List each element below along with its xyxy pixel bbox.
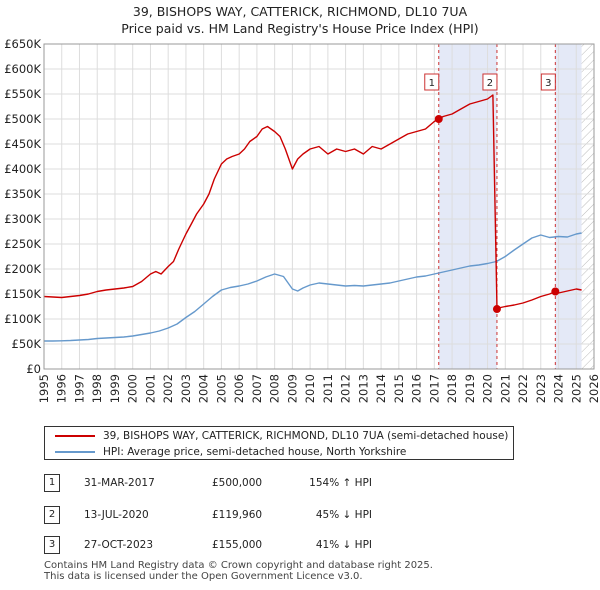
sale-date: 31-MAR-2017 <box>84 477 155 489</box>
y-tick-label: £450K <box>4 137 41 151</box>
sale-date: 27-OCT-2023 <box>84 539 153 551</box>
y-tick-label: £150K <box>4 287 41 301</box>
x-tick-label: 2005 <box>214 374 228 403</box>
sale-number-label: 3 <box>545 78 551 89</box>
series-line <box>44 232 582 342</box>
plot-background <box>44 44 594 369</box>
y-tick-label: £500K <box>4 112 41 126</box>
x-tick-label: 2022 <box>516 374 530 403</box>
x-tick-label: 2006 <box>232 374 246 403</box>
footer-licence: This data is licensed under the Open Gov… <box>44 571 363 582</box>
y-tick-label: £400K <box>4 162 41 176</box>
x-tick-label: 2008 <box>268 374 282 403</box>
x-tick-label: 2003 <box>179 374 193 403</box>
x-tick-label: 1997 <box>72 374 86 403</box>
price-chart: 1 2 3 £0 £50K £100K £150K £200K £250K £300K £350K… <box>4 37 600 403</box>
x-tick-label: 2020 <box>481 374 495 403</box>
x-tick-label: 2001 <box>143 374 157 403</box>
x-tick-label: 2016 <box>410 374 424 403</box>
x-tick-label: 2025 <box>569 374 583 403</box>
sale-number-badge: 3 <box>44 536 60 554</box>
footer: Contains HM Land Registry data © Crown c… <box>44 560 433 582</box>
sale-point <box>551 287 560 296</box>
y-tick-label: £50K <box>12 337 42 351</box>
sale-number-badge: 1 <box>44 474 60 492</box>
x-tick-label: 2011 <box>321 374 335 403</box>
x-tick-label: 2019 <box>463 374 477 403</box>
plot-frame <box>43 43 595 370</box>
sale-hpi-change: 154% ↑ HPI <box>309 477 372 489</box>
shaded-ownership-span <box>438 44 497 369</box>
legend-hpi-label: HPI: Average price, semi-detached house,… <box>103 446 407 458</box>
sale-date: 13-JUL-2020 <box>84 509 149 521</box>
sale-price: £119,960 <box>212 509 263 521</box>
sale-number-box <box>540 73 556 91</box>
legend: 39, BISHOPS WAY, CATTERICK, RICHMOND, DL… <box>44 426 514 460</box>
y-tick-label: £550K <box>4 87 41 101</box>
sale-price: £500,000 <box>212 477 263 489</box>
x-tick-label: 2004 <box>197 374 211 403</box>
x-tick-label: 2024 <box>552 374 566 403</box>
x-tick-label: 2021 <box>498 374 512 403</box>
y-tick-label: £350K <box>4 187 41 201</box>
x-tick-label: 1995 <box>37 374 51 403</box>
footer-copyright: Contains HM Land Registry data © Crown c… <box>44 560 433 571</box>
x-tick-label: 2018 <box>445 374 459 403</box>
sale-hpi-change: 41% ↓ HPI <box>315 539 372 551</box>
y-tick-label: £200K <box>4 262 41 276</box>
series-line <box>43 94 582 310</box>
y-tick-label: £650K <box>4 37 41 51</box>
x-tick-label: 2002 <box>161 374 175 403</box>
sale-number-box <box>482 73 498 91</box>
sale-point <box>434 115 443 123</box>
x-tick-label: 2014 <box>374 374 388 403</box>
title-line-1: 39, BISHOPS WAY, CATTERICK, RICHMOND, DL… <box>132 4 468 19</box>
shaded-ownership-span <box>555 44 582 369</box>
y-tick-label: £250K <box>4 237 41 251</box>
sale-number-box <box>424 73 440 91</box>
x-tick-label: 2026 <box>587 374 600 403</box>
sale-number-label: 1 <box>429 78 435 89</box>
x-tick-label: 2013 <box>356 374 370 403</box>
sale-number-label: 2 <box>487 78 493 89</box>
legend-red-line-icon <box>55 435 95 437</box>
y-tick-label: £100K <box>4 312 41 326</box>
x-tick-label: 2015 <box>392 374 406 403</box>
y-tick-label: £600K <box>4 62 41 76</box>
x-tick-label: 2009 <box>285 374 299 403</box>
x-tick-label: 2023 <box>534 374 548 403</box>
sale-price: £155,000 <box>212 539 263 551</box>
x-tick-label: 1996 <box>55 374 69 403</box>
x-tick-label: 1998 <box>90 374 104 403</box>
x-tick-label: 1999 <box>108 374 122 403</box>
y-tick-label: £0 <box>26 362 41 376</box>
legend-blue-line-icon <box>55 451 95 453</box>
future-hatch-area <box>581 44 594 369</box>
y-tick-label: £300K <box>4 212 41 226</box>
sale-number-badge: 2 <box>44 506 60 524</box>
x-tick-label: 2010 <box>303 374 317 403</box>
title-line-2: Price paid vs. HM Land Registry's House … <box>121 21 479 36</box>
x-tick-label: 2000 <box>126 374 140 403</box>
sale-point <box>492 305 501 314</box>
legend-price-label: 39, BISHOPS WAY, CATTERICK, RICHMOND, DL… <box>103 430 509 442</box>
x-tick-label: 2007 <box>250 374 264 403</box>
x-tick-label: 2017 <box>427 374 441 403</box>
sale-hpi-change: 45% ↓ HPI <box>315 509 372 521</box>
chart-title: 39, BISHOPS WAY, CATTERICK, RICHMOND, DL… <box>0 3 600 37</box>
x-tick-label: 2012 <box>339 374 353 403</box>
